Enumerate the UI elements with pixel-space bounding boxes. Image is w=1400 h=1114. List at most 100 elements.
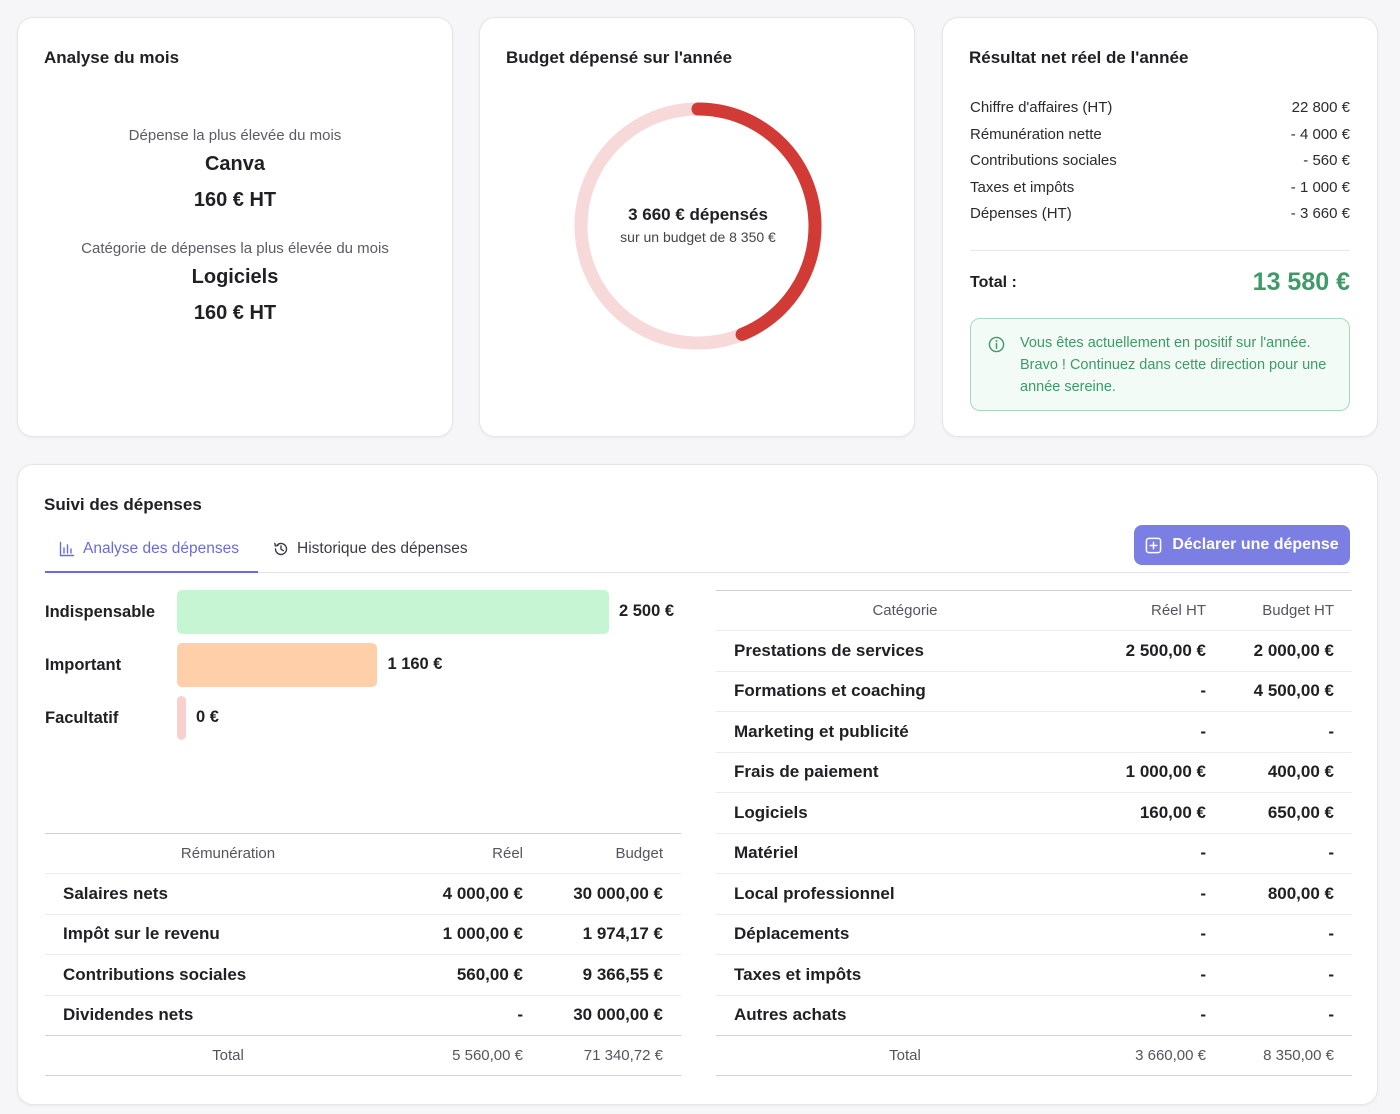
declare-expense-button[interactable]: Déclarer une dépense bbox=[1134, 525, 1350, 565]
bar-value: 0 € bbox=[196, 708, 219, 726]
cell-real: 1 000,00 € bbox=[1094, 751, 1206, 793]
result-total-label: Total : bbox=[970, 273, 1017, 291]
cell-real: - bbox=[411, 994, 523, 1036]
cell-real: - bbox=[1094, 832, 1206, 874]
table-row: Contributions sociales 560,00 € 9 366,55… bbox=[45, 954, 681, 995]
result-row-value: - 560 € bbox=[1303, 152, 1350, 170]
result-row-label: Chiffre d'affaires (HT) bbox=[970, 99, 1113, 116]
cell-budget: 1 974,17 € bbox=[523, 913, 681, 955]
cell-budget: 650,00 € bbox=[1206, 792, 1352, 833]
bar-row-facultatif: Facultatif 0 € bbox=[45, 696, 219, 740]
info-circle-icon bbox=[988, 336, 1005, 353]
result-row-value: - 3 660 € bbox=[1290, 205, 1350, 223]
bar-fill-indispensable bbox=[177, 590, 609, 634]
budget-donut-chart bbox=[574, 102, 822, 350]
cell-label: Taxes et impôts bbox=[716, 954, 1094, 995]
table-total-row: Total 5 560,00 € 71 340,72 € bbox=[45, 1035, 681, 1076]
table-row: Taxes et impôts - - bbox=[716, 954, 1352, 995]
column-header: Budget bbox=[615, 845, 663, 862]
result-divider bbox=[970, 250, 1350, 251]
bar-label: Indispensable bbox=[45, 602, 156, 621]
cell-label: Marketing et publicité bbox=[716, 711, 1094, 752]
cell-budget: 400,00 € bbox=[1206, 751, 1352, 793]
tab-expense-history[interactable]: Historique des dépenses bbox=[273, 537, 468, 561]
cell-real: 560,00 € bbox=[411, 954, 523, 995]
table-row: Formations et coaching -4 500,00 € bbox=[716, 670, 1352, 712]
column-header: Réel bbox=[492, 845, 523, 862]
expense-tabs: Analyse des dépenses Historique des dépe… bbox=[45, 525, 1350, 573]
cell-label: Salaires nets bbox=[45, 873, 411, 914]
top-expense-label: Dépense la plus élevée du mois bbox=[128, 127, 342, 144]
result-row-value: - 1 000 € bbox=[1290, 178, 1350, 196]
column-header: Réel HT bbox=[1150, 602, 1206, 619]
cell-budget: - bbox=[1206, 711, 1352, 752]
bar-chart-icon bbox=[59, 541, 75, 557]
column-header: Rémunération bbox=[180, 845, 276, 862]
total-real: 3 660,00 € bbox=[1094, 1035, 1206, 1076]
tab-expense-analysis-label: Analyse des dépenses bbox=[83, 540, 239, 557]
result-row: Dépenses (HT) - 3 660 € bbox=[970, 204, 1350, 231]
tab-expense-history-label: Historique des dépenses bbox=[297, 540, 468, 557]
table-header-row: Catégorie Réel HT Budget HT bbox=[716, 591, 1352, 631]
cell-label: Logiciels bbox=[716, 792, 1094, 833]
bar-value: 1 160 € bbox=[387, 655, 443, 673]
table-row: Local professionnel -800,00 € bbox=[716, 873, 1352, 914]
cell-budget: 30 000,00 € bbox=[523, 873, 681, 914]
table-row: Déplacements - - bbox=[716, 913, 1352, 955]
result-row: Rémunération nette - 4 000 € bbox=[970, 125, 1350, 152]
bar-value: 2 500 € bbox=[619, 602, 675, 620]
net-result-rows: Chiffre d'affaires (HT) 22 800 € Rémunéra… bbox=[970, 98, 1350, 231]
cell-label: Contributions sociales bbox=[45, 954, 411, 995]
cell-label: Prestations de services bbox=[716, 630, 1094, 671]
bar-row-important: Important 1 160 € bbox=[45, 643, 443, 687]
donut-budget-text: sur un budget de 8 350 € bbox=[620, 229, 776, 245]
result-row-value: - 4 000 € bbox=[1290, 125, 1350, 143]
month-analysis-card: Analyse du mois Dépense la plus élevée d… bbox=[17, 17, 453, 437]
cell-budget: 2 000,00 € bbox=[1206, 630, 1352, 671]
result-total: Total : 13 580 € bbox=[970, 268, 1350, 297]
cell-label: Dividendes nets bbox=[45, 994, 411, 1036]
cell-label: Impôt sur le revenu bbox=[45, 913, 411, 955]
result-row-label: Taxes et impôts bbox=[970, 178, 1075, 196]
bar-row-indispensable: Indispensable 2 500 € bbox=[45, 590, 674, 634]
top-expense-name: Canva bbox=[204, 153, 266, 175]
remuneration-table: Rémunération Réel Budget Salaires nets 4… bbox=[45, 833, 681, 1076]
table-header-row: Rémunération Réel Budget bbox=[45, 834, 681, 874]
cell-budget: 800,00 € bbox=[1206, 873, 1352, 914]
top-category-amount: 160 € HT bbox=[193, 302, 277, 324]
category-table: Catégorie Réel HT Budget HT Prestations … bbox=[716, 590, 1352, 1076]
positive-info-text: Vous êtes actuellement en positif sur l'… bbox=[1020, 335, 1327, 395]
cell-budget: 4 500,00 € bbox=[1206, 670, 1352, 712]
cell-budget: - bbox=[1206, 913, 1352, 955]
bar-fill-facultatif bbox=[177, 696, 186, 740]
result-row: Taxes et impôts - 1 000 € bbox=[970, 178, 1350, 205]
bar-fill-important bbox=[177, 643, 378, 687]
top-category-name: Logiciels bbox=[191, 266, 279, 288]
cell-label: Frais de paiement bbox=[716, 751, 1094, 793]
cell-label: Matériel bbox=[716, 832, 1094, 874]
column-header: Catégorie bbox=[872, 602, 938, 619]
result-row-label: Rémunération nette bbox=[970, 125, 1102, 143]
cell-real: - bbox=[1094, 873, 1206, 914]
cell-real: - bbox=[1094, 954, 1206, 995]
top-expense-amount: 160 € HT bbox=[193, 189, 277, 211]
column-header: Budget HT bbox=[1262, 602, 1334, 619]
donut-spent-arc bbox=[574, 102, 822, 350]
active-tab-indicator bbox=[45, 571, 258, 573]
cell-budget: 30 000,00 € bbox=[523, 994, 681, 1036]
total-budget: 71 340,72 € bbox=[523, 1035, 681, 1076]
table-total-row: Total 3 660,00 € 8 350,00 € bbox=[716, 1035, 1352, 1076]
yearly-budget-title: Budget dépensé sur l'année bbox=[506, 48, 733, 67]
total-budget: 8 350,00 € bbox=[1206, 1035, 1352, 1076]
table-row: Impôt sur le revenu 1 000,00 € 1 974,17 … bbox=[45, 913, 681, 955]
declare-expense-label: Déclarer une dépense bbox=[1172, 536, 1339, 553]
cell-budget: - bbox=[1206, 994, 1352, 1036]
cell-label: Formations et coaching bbox=[716, 670, 1094, 712]
result-row-value: 22 800 € bbox=[1291, 99, 1350, 116]
cell-real: - bbox=[1094, 670, 1206, 712]
cell-real: - bbox=[1094, 711, 1206, 752]
bar-label: Important bbox=[45, 655, 122, 674]
tab-expense-analysis[interactable]: Analyse des dépenses bbox=[59, 537, 239, 561]
cell-budget: 9 366,55 € bbox=[523, 954, 681, 995]
result-row: Chiffre d'affaires (HT) 22 800 € bbox=[970, 98, 1350, 125]
